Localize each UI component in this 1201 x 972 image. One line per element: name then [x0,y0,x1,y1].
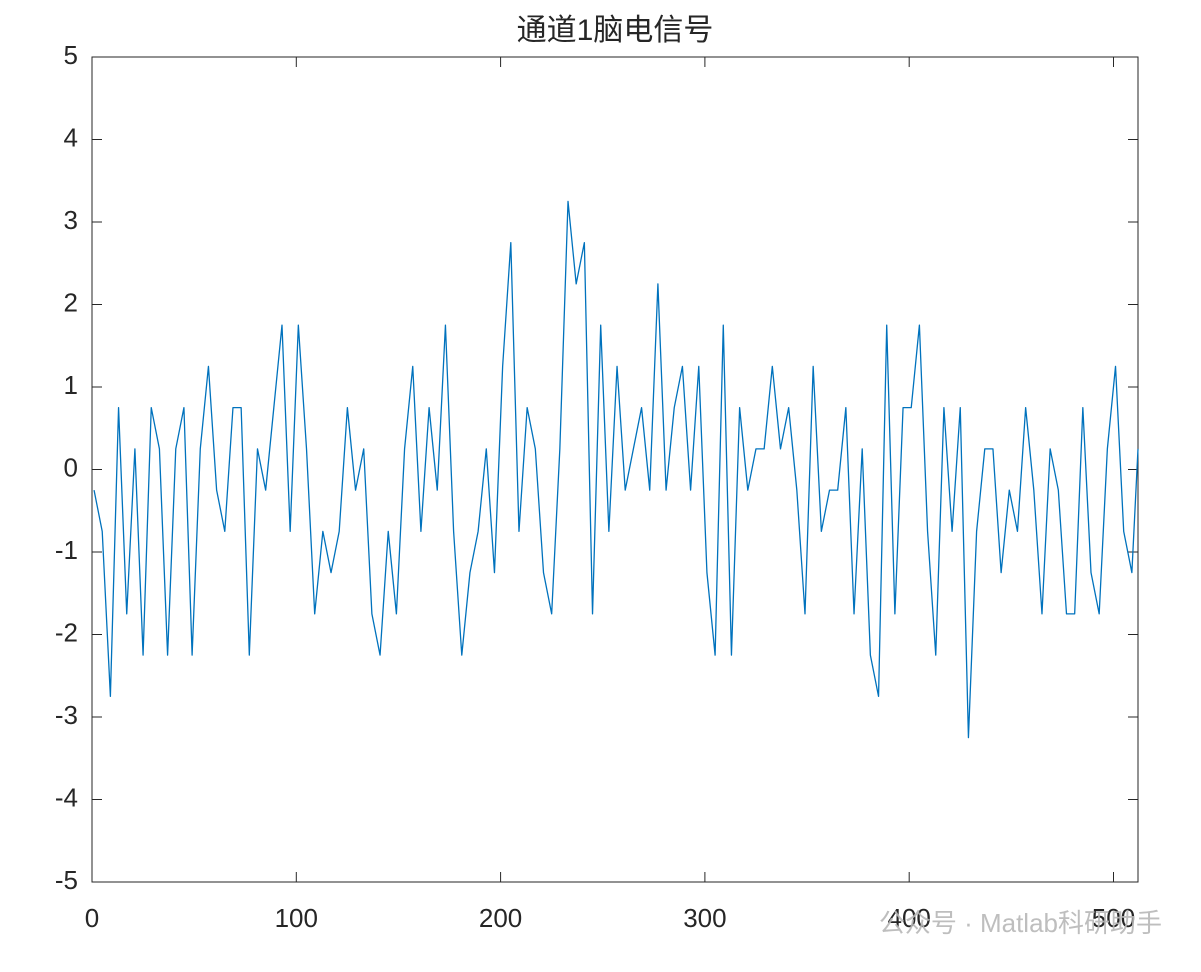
plot-area [91,56,1139,883]
x-tick-label: 300 [683,903,726,933]
y-tick-label: 5 [64,40,78,70]
y-tick-label: -5 [55,865,78,895]
chart-title: 通道1脑电信号 [517,14,714,47]
y-tick-label: -4 [55,782,78,812]
y-tick-label: 2 [64,287,78,317]
y-tick-label: 3 [64,205,78,235]
y-tick-label: -1 [55,535,78,565]
y-tick-label: -3 [55,700,78,730]
signal-line [93,200,1139,739]
watermark: 公众号 · Matlab科研助手 [879,908,1162,938]
x-tick-label: 100 [275,903,318,933]
x-tick-label: 500 [1092,903,1135,933]
y-tick-label: -2 [55,617,78,647]
x-tick-label: 200 [479,903,522,933]
x-tick-label: 0 [85,903,99,933]
x-tick-label: 400 [887,903,930,933]
y-tick-label: 1 [64,370,78,400]
y-tick-label: 4 [64,122,78,152]
y-tick-label: 0 [64,452,78,482]
